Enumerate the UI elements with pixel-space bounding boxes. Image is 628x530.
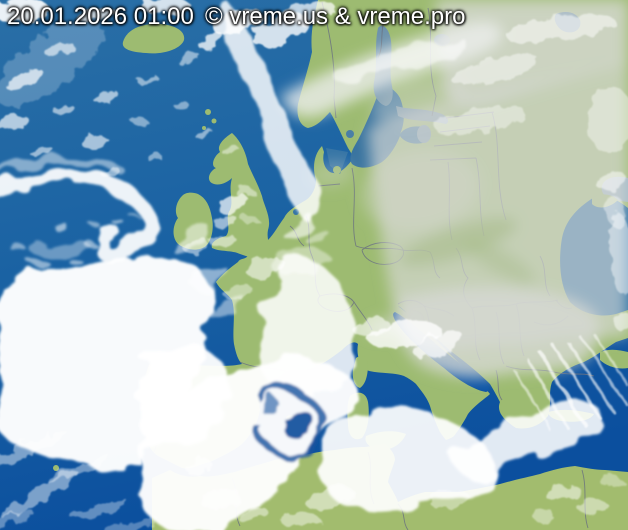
swirl-eye	[277, 408, 311, 432]
haze-denmark	[310, 160, 354, 188]
aegean-cloud-streaks	[514, 334, 628, 432]
madeira	[53, 465, 59, 471]
corsica	[352, 356, 368, 388]
southwest-ocean-streaks	[0, 430, 159, 530]
haze-finland-south	[371, 76, 469, 124]
atlantic-scattered-clouds	[0, 0, 336, 178]
carpathian-ridge-green	[398, 217, 518, 267]
tyrrhenian-mass	[319, 404, 493, 510]
alps-clouds	[354, 318, 463, 359]
hebrides-3	[202, 126, 206, 130]
lake-vanern	[346, 130, 354, 138]
hebrides-1	[205, 109, 211, 115]
hebrides-2	[211, 118, 217, 124]
carpathian-ridge-green-2	[464, 239, 536, 285]
ionian-greece-mass	[452, 401, 604, 475]
haze-eastern-europe	[368, 62, 628, 350]
haze-poland	[360, 149, 480, 231]
mediterranean-storm	[138, 360, 604, 530]
cyclone-spiral-arm	[0, 170, 153, 265]
haze-balkans	[398, 286, 600, 378]
north-sea-norway-cloud-band	[219, 0, 468, 248]
west-med-mass	[138, 360, 357, 530]
blacksea-edge-clouds	[435, 13, 628, 332]
africa-scattered-clouds	[185, 458, 624, 528]
british-isles-clouds	[182, 185, 286, 300]
swirl-arc	[254, 388, 325, 456]
iceland	[122, 23, 185, 54]
